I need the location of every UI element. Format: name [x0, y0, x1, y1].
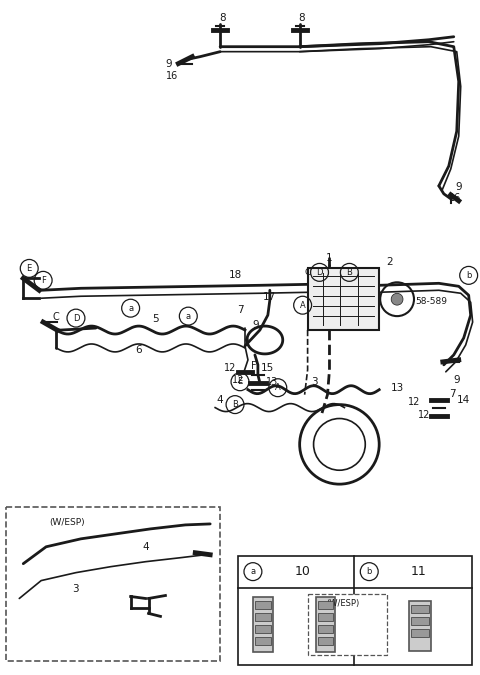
Bar [308, 269, 379, 330]
Bar [318, 625, 334, 633]
Text: 7: 7 [237, 305, 243, 315]
Text: C: C [304, 268, 311, 277]
Text: D: D [316, 268, 323, 277]
Text: 2: 2 [386, 257, 393, 267]
Text: 4: 4 [217, 395, 223, 404]
Text: 9: 9 [454, 375, 460, 385]
Text: 9: 9 [456, 182, 462, 192]
Text: (W/ESP): (W/ESP) [326, 599, 359, 608]
Text: 8: 8 [299, 13, 305, 23]
Bar [255, 637, 271, 645]
Text: 8: 8 [219, 13, 226, 23]
Text: 7: 7 [449, 389, 456, 399]
Text: 11: 11 [411, 565, 427, 578]
Text: 58-589: 58-589 [415, 297, 447, 306]
Text: C: C [53, 312, 60, 322]
Bar [253, 597, 273, 652]
Text: 1: 1 [326, 253, 333, 263]
Bar [315, 597, 336, 652]
Text: B: B [232, 400, 238, 409]
Bar [255, 601, 271, 610]
Text: 9: 9 [165, 59, 172, 69]
Text: a: a [251, 567, 255, 576]
Text: b: b [466, 271, 471, 280]
Bar [411, 618, 429, 625]
Text: 18: 18 [228, 271, 241, 280]
Bar [308, 593, 387, 655]
Text: E: E [26, 264, 32, 273]
Text: A: A [275, 383, 281, 392]
Text: 9: 9 [252, 320, 259, 330]
Text: 16: 16 [166, 70, 179, 80]
Text: 5: 5 [152, 314, 159, 324]
Text: 10: 10 [295, 565, 311, 578]
Circle shape [391, 294, 403, 305]
Text: F: F [41, 276, 46, 285]
Text: 16: 16 [449, 193, 461, 202]
Text: A: A [300, 300, 305, 310]
Text: 14: 14 [457, 395, 470, 404]
Text: (W/ESP): (W/ESP) [49, 518, 85, 527]
Text: 4: 4 [142, 542, 149, 551]
Text: 13: 13 [390, 383, 404, 393]
Text: 13: 13 [266, 377, 278, 387]
Text: a: a [128, 304, 133, 313]
Text: a: a [186, 312, 191, 321]
Bar [409, 601, 431, 651]
Bar [411, 629, 429, 637]
Text: 12: 12 [224, 363, 236, 373]
Text: D: D [72, 314, 79, 323]
Bar [6, 507, 220, 661]
Bar [255, 614, 271, 622]
Text: 12: 12 [232, 375, 244, 385]
Bar [411, 605, 429, 614]
Text: 17: 17 [263, 292, 276, 302]
Text: 6: 6 [135, 345, 142, 355]
Bar [318, 601, 334, 610]
Bar [318, 614, 334, 622]
Text: E: E [238, 377, 242, 386]
Text: 12: 12 [408, 397, 420, 406]
Text: 15: 15 [261, 363, 275, 373]
Bar [255, 625, 271, 633]
Bar [318, 637, 334, 645]
Text: F: F [251, 361, 257, 371]
Text: B: B [347, 268, 352, 277]
Text: b: b [367, 567, 372, 576]
Text: 3: 3 [311, 377, 318, 387]
Text: 3: 3 [72, 584, 79, 593]
Bar [238, 556, 472, 665]
Text: 12: 12 [418, 410, 430, 420]
